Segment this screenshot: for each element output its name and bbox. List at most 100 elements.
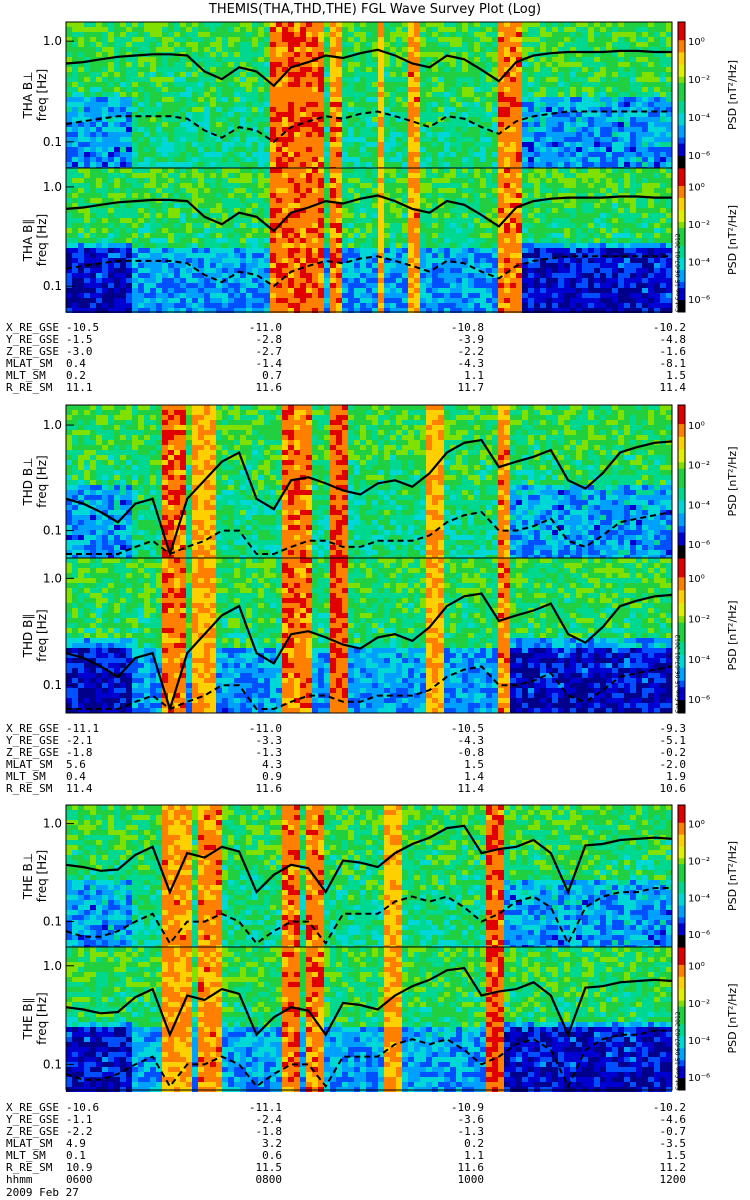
heat-cell [426, 173, 432, 178]
heat-cell [336, 52, 342, 57]
heat-cell [294, 238, 300, 243]
heat-cell [300, 208, 306, 213]
heat-cell [138, 168, 144, 173]
heat-cell [258, 283, 264, 288]
heat-cell [492, 162, 498, 167]
heat-cell [666, 147, 672, 152]
heat-cell [234, 52, 240, 57]
heat-cell [312, 183, 318, 188]
heat-cell [432, 178, 438, 183]
heat-cell [594, 142, 600, 147]
heat-cell [408, 142, 414, 147]
heat-cell [252, 208, 258, 213]
heat-cell [570, 102, 576, 107]
heat-cell [174, 77, 180, 82]
heat-cell [348, 288, 354, 293]
heat-cell [144, 168, 150, 173]
heat-cell [444, 67, 450, 72]
heat-cell [174, 32, 180, 37]
heat-cell [642, 97, 648, 102]
heat-cell [192, 268, 198, 273]
heat-cell [108, 293, 114, 298]
heat-cell [108, 152, 114, 157]
heat-cell [168, 27, 174, 32]
heat-cell [444, 142, 450, 147]
heat-cell [474, 117, 480, 122]
heat-cell [180, 193, 186, 198]
heat-cell [192, 147, 198, 152]
heat-cell [492, 52, 498, 57]
heat-cell [354, 32, 360, 37]
heat-cell [390, 47, 396, 52]
heat-cell [618, 47, 624, 52]
heat-cell [414, 248, 420, 253]
heat-cell [642, 137, 648, 142]
heat-cell [636, 117, 642, 122]
heat-cell [438, 162, 444, 167]
heat-cell [312, 152, 318, 157]
heat-cell [360, 122, 366, 127]
heat-cell [324, 62, 330, 67]
heat-cell [528, 87, 534, 92]
heat-cell [66, 72, 72, 77]
heat-cell [660, 132, 666, 137]
heat-cell [108, 87, 114, 92]
heat-cell [450, 253, 456, 258]
heat-cell [288, 47, 294, 52]
heat-cell [444, 57, 450, 62]
heat-cell [288, 288, 294, 293]
heat-cell [600, 42, 606, 47]
heat-cell [666, 152, 672, 157]
heat-cell [324, 293, 330, 298]
heat-cell [174, 308, 180, 313]
heat-cell [384, 238, 390, 243]
heat-cell [456, 127, 462, 132]
heat-cell [516, 67, 522, 72]
heat-cell [642, 22, 648, 27]
heat-cell [204, 268, 210, 273]
heat-cell [210, 92, 216, 97]
heat-cell [360, 183, 366, 188]
heat-cell [342, 42, 348, 47]
heat-cell [336, 278, 342, 283]
heat-cell [138, 122, 144, 127]
heat-cell [258, 233, 264, 238]
heat-cell [84, 223, 90, 228]
heat-cell [450, 303, 456, 308]
heat-cell [624, 147, 630, 152]
heat-cell [558, 107, 564, 112]
heat-cell [312, 258, 318, 263]
heat-cell [342, 188, 348, 193]
heat-cell [390, 253, 396, 258]
heat-cell [360, 208, 366, 213]
heat-cell [138, 37, 144, 42]
heat-cell [522, 147, 528, 152]
heat-cell [438, 127, 444, 132]
heat-cell [306, 283, 312, 288]
heat-cell [168, 213, 174, 218]
heat-cell [330, 213, 336, 218]
heat-cell [522, 92, 528, 97]
heat-cell [156, 223, 162, 228]
heat-cell [450, 168, 456, 173]
heat-cell [378, 52, 384, 57]
heat-cell [174, 137, 180, 142]
heat-cell [102, 92, 108, 97]
heat-cell [468, 112, 474, 117]
heat-cell [516, 137, 522, 142]
heat-cell [228, 97, 234, 102]
heat-cell [570, 142, 576, 147]
heat-cell [552, 67, 558, 72]
heat-cell [312, 223, 318, 228]
heat-cell [252, 132, 258, 137]
heat-cell [156, 168, 162, 173]
heat-cell [66, 127, 72, 132]
heat-cell [390, 228, 396, 233]
heat-cell [498, 122, 504, 127]
heat-cell [654, 92, 660, 97]
heat-cell [150, 42, 156, 47]
heat-cell [528, 152, 534, 157]
heat-cell [426, 263, 432, 268]
heat-cell [402, 62, 408, 67]
heat-cell [600, 67, 606, 72]
